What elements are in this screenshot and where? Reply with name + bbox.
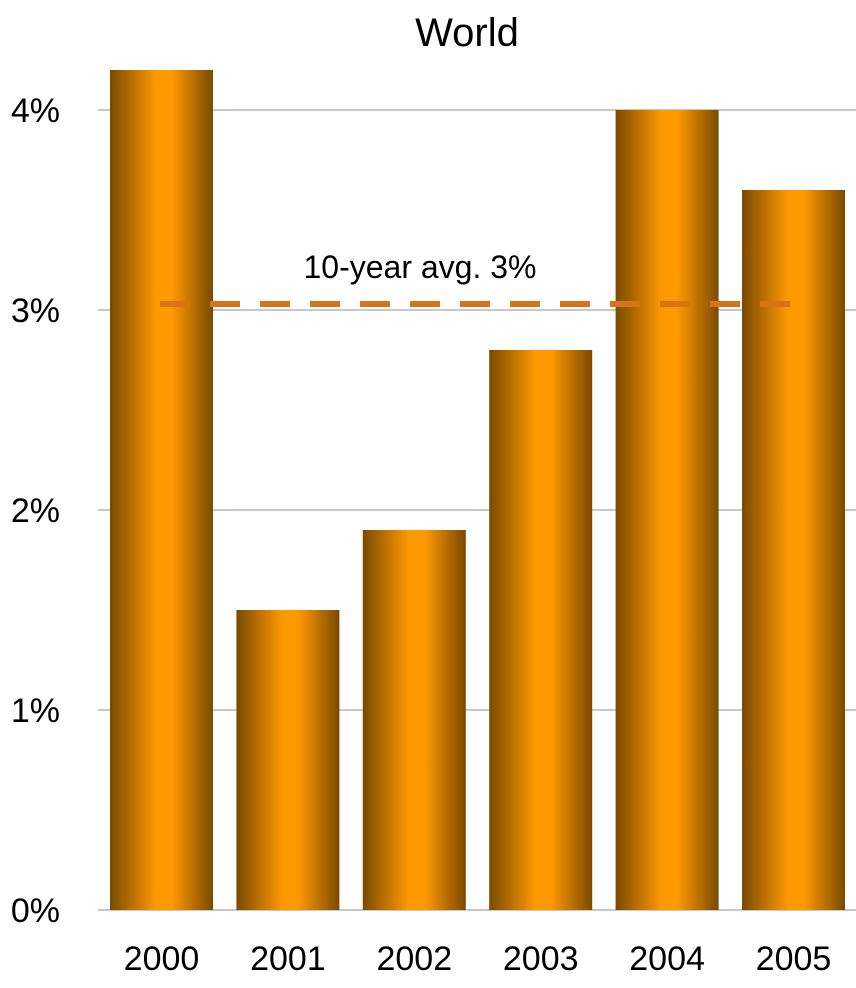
bar-2005	[742, 190, 845, 910]
grid-layer	[98, 109, 856, 911]
x-tick-label: 2005	[756, 940, 832, 978]
y-tick-label: 1%	[11, 692, 60, 730]
bar-2003	[489, 350, 593, 910]
x-tick-label: 2004	[629, 940, 705, 978]
bar-2004	[615, 110, 719, 910]
bars	[110, 70, 845, 910]
bar-2000	[110, 70, 213, 910]
x-axis-ticks: 2000 2001 2002 2003 2004 2005	[124, 940, 832, 978]
x-tick-label: 2001	[250, 940, 326, 978]
reference-line-group: 10-year avg. 3%	[160, 249, 796, 307]
average-line-label: 10-year avg. 3%	[303, 249, 536, 285]
y-axis-ticks: 0% 1% 2% 3% 4%	[11, 92, 60, 930]
bar-2002	[362, 530, 466, 910]
y-tick-label: 0%	[11, 892, 60, 930]
x-tick-label: 2000	[124, 940, 200, 978]
y-tick-label: 4%	[11, 92, 60, 130]
bar-2001	[236, 610, 340, 910]
x-tick-label: 2002	[376, 940, 452, 978]
y-tick-label: 3%	[11, 292, 60, 330]
x-tick-label: 2003	[503, 940, 579, 978]
chart-title: World	[415, 11, 519, 55]
y-tick-label: 2%	[11, 492, 60, 530]
